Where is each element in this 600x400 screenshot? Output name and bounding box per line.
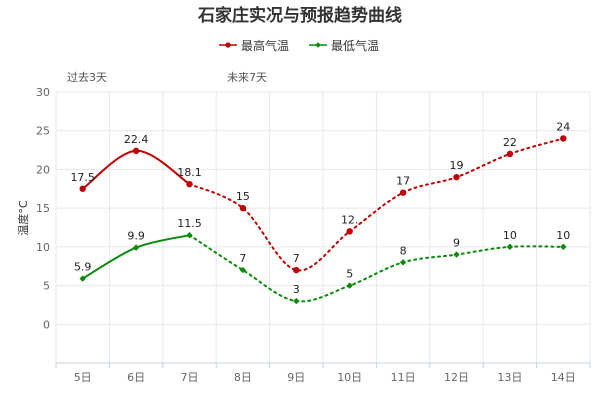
y-tick-label: 25 — [36, 125, 50, 138]
series-max-temp: 17.5 22.4 18.1 15 7 12. 17 19 22 24 — [70, 120, 570, 274]
y-tick-label: 15 — [36, 202, 50, 215]
legend-label-max: 最高气温 — [241, 38, 289, 53]
data-point — [399, 189, 407, 196]
data-label: 9.9 — [127, 230, 145, 243]
data-label: 22 — [503, 136, 517, 149]
data-point — [506, 243, 514, 251]
data-label: 5.9 — [74, 261, 92, 274]
y-tick-label: 5 — [43, 280, 50, 293]
data-label: 7 — [293, 252, 300, 265]
data-point — [293, 297, 300, 305]
data-point — [506, 150, 514, 158]
legend-item-min[interactable]: 最低气温 — [309, 38, 379, 53]
data-label: 18.1 — [177, 166, 202, 179]
series-line-forecast — [188, 234, 565, 303]
data-point — [346, 282, 353, 289]
y-axis-label: 温度°C — [16, 200, 30, 235]
data-label: 5 — [346, 268, 353, 281]
x-tick-label: 14日 — [551, 371, 576, 384]
data-label: 10 — [503, 229, 517, 242]
x-tick-label: 10日 — [337, 371, 362, 384]
data-label: 8 — [400, 244, 407, 257]
x-tick-label: 9日 — [287, 371, 305, 384]
y-tick-label: 20 — [36, 163, 50, 176]
data-point — [132, 147, 140, 155]
data-point — [239, 204, 247, 212]
data-label: 7 — [239, 252, 246, 265]
data-point — [186, 180, 193, 188]
data-label: 17.5 — [70, 171, 95, 184]
x-tick-label: 5日 — [74, 371, 92, 384]
data-label: 19 — [450, 159, 464, 172]
data-point — [239, 266, 247, 274]
legend-item-max[interactable]: 最高气温 — [219, 38, 289, 53]
x-tick-label: 12日 — [444, 371, 469, 384]
data-point — [186, 232, 193, 239]
series-min-temp: 5.9 9.9 11.5 7 3 5 8 9 10 10 — [74, 217, 570, 305]
data-label: 10 — [556, 229, 570, 242]
data-point — [399, 259, 407, 266]
y-tick-label: 10 — [36, 241, 50, 254]
data-point — [79, 275, 86, 282]
x-tick-label: 13日 — [497, 371, 522, 384]
data-label: 3 — [293, 283, 300, 296]
y-tick-label: 30 — [36, 86, 50, 99]
x-tick-label: 8日 — [234, 371, 252, 384]
legend[interactable]: 最高气温 最低气温 — [219, 38, 379, 53]
legend-label-min: 最低气温 — [331, 38, 379, 53]
data-label: 9 — [453, 237, 460, 250]
period-label-past: 过去3天 — [67, 71, 107, 84]
chart-title: 石家庄实况与预报趋势曲线 — [197, 5, 402, 26]
period-label-forecast: 未来7天 — [227, 71, 267, 84]
series-line-forecast — [188, 137, 565, 272]
data-label: 22.4 — [124, 133, 149, 146]
data-point — [293, 266, 300, 274]
data-point — [132, 244, 140, 251]
data-point — [453, 251, 460, 258]
data-label: 17 — [396, 175, 410, 188]
y-tick-label: 0 — [43, 318, 50, 331]
x-tick-label: 11日 — [391, 371, 416, 384]
data-label: 15 — [236, 190, 250, 203]
x-tick-label: 6日 — [127, 371, 145, 384]
data-label: 12. — [341, 213, 359, 226]
data-point — [79, 185, 86, 192]
data-label: 11.5 — [177, 217, 202, 230]
data-point — [560, 135, 567, 142]
data-point — [346, 228, 353, 235]
data-point — [560, 243, 567, 251]
plot-area: 0 5 10 15 20 25 30 5日 6日 7日 8日 9日 10日 11日 12日 13日 14日 17.… — [36, 86, 591, 384]
data-point — [453, 173, 460, 181]
data-label: 24 — [556, 120, 570, 133]
x-tick-label: 7日 — [181, 371, 199, 384]
